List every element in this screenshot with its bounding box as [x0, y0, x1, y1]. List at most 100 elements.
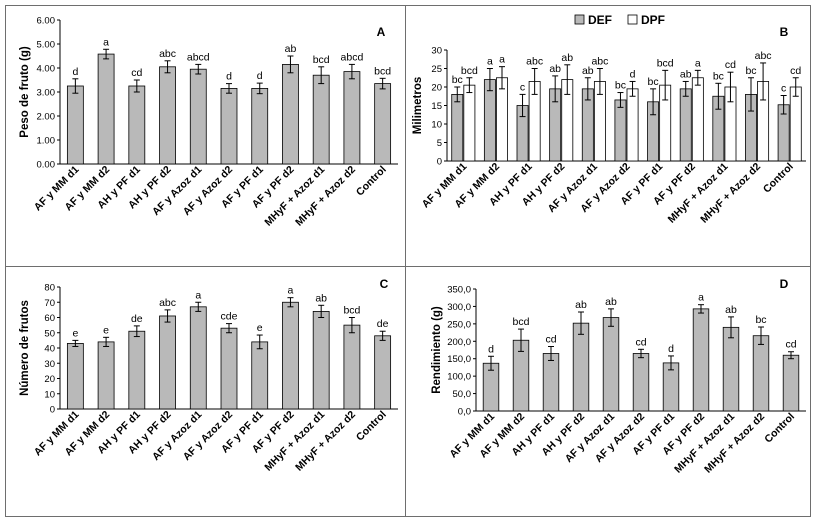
y-tick-label: 5	[437, 138, 442, 149]
significance-letter: e	[72, 327, 78, 339]
bar	[159, 315, 176, 410]
significance-letter: abc	[159, 297, 176, 309]
significance-letter: abc	[591, 56, 608, 68]
legend-label: DPF	[641, 13, 665, 27]
y-tick-label: 5.00	[37, 40, 56, 51]
y-tick-label: 300,0	[447, 302, 471, 313]
bar	[220, 88, 238, 165]
significance-letter: de	[131, 313, 143, 325]
y-tick-label: 6.00	[37, 16, 56, 27]
category-label: MHyF + Azoz d2	[698, 161, 763, 226]
bar	[251, 341, 269, 410]
bar	[542, 353, 560, 412]
significance-letter: ab	[680, 68, 692, 80]
legend-label: DEF	[588, 13, 612, 27]
y-tick-label: 1.00	[37, 136, 56, 147]
bar	[312, 310, 330, 410]
panel-letter: A	[377, 25, 386, 39]
bar	[626, 88, 639, 162]
significance-letter: cd	[131, 67, 142, 79]
significance-letter: bc	[745, 65, 756, 77]
significance-letter: ab	[315, 292, 327, 304]
significance-letter: d	[226, 71, 232, 83]
significance-letter: a	[499, 54, 505, 66]
y-tick-label: 150,0	[447, 354, 471, 365]
y-tick-label: 25	[431, 64, 442, 75]
bar	[220, 327, 238, 410]
y-tick-label: 0,0	[458, 407, 471, 418]
significance-letter: bc	[755, 314, 766, 326]
bar	[374, 335, 392, 410]
bar	[602, 317, 620, 412]
significance-letter: abcd	[341, 51, 364, 63]
significance-letter: ab	[549, 63, 561, 75]
bar	[66, 85, 84, 165]
bar	[97, 53, 115, 165]
significance-letter: ab	[285, 43, 297, 55]
significance-letter: abc	[526, 56, 543, 68]
y-tick-label: 20	[44, 374, 55, 385]
significance-letter: d	[72, 66, 78, 78]
panel-letter: D	[780, 277, 789, 291]
significance-letter: a	[695, 57, 701, 69]
significance-letter: cd	[785, 339, 796, 351]
bar	[128, 85, 146, 165]
y-tick-label: 10	[431, 120, 442, 131]
significance-letter: a	[698, 292, 704, 304]
bar	[343, 324, 361, 410]
bar	[189, 68, 207, 165]
significance-letter: bcd	[343, 305, 360, 317]
bar	[614, 99, 627, 162]
significance-letter: cd	[635, 336, 646, 348]
significance-letter: cd	[725, 59, 736, 71]
y-tick-label: 70	[44, 298, 55, 309]
significance-letter: e	[103, 324, 109, 336]
panel-A: 0.00 1.00 2.00 3.00 4.00 5.00 6.00 Peso de frut…	[5, 5, 406, 267]
legend-swatch	[627, 14, 638, 25]
bar	[782, 354, 800, 412]
y-tick-label: 30	[44, 359, 55, 370]
y-tick-label: 100,0	[447, 372, 471, 383]
significance-letter: c	[520, 81, 525, 93]
significance-letter: ab	[561, 52, 573, 64]
y-tick-label: 0	[50, 405, 55, 416]
bar	[282, 301, 299, 410]
significance-letter: d	[488, 343, 494, 355]
y-tick-label: 80	[44, 283, 55, 294]
significance-letter: a	[487, 56, 493, 68]
y-tick-label: 10	[44, 389, 55, 400]
y-tick-label: 0.00	[37, 160, 56, 171]
significance-letter: bcd	[313, 54, 330, 66]
significance-letter: abc	[159, 48, 176, 60]
significance-letter: bcd	[461, 65, 478, 77]
bar	[251, 88, 269, 165]
significance-letter: d	[668, 343, 674, 355]
bar	[632, 353, 650, 412]
significance-letter: cd	[545, 334, 556, 346]
y-axis-label: Milimetros	[412, 77, 424, 135]
significance-letter: cd	[790, 65, 801, 77]
significance-letter: bc	[713, 70, 724, 82]
y-tick-label: 50,0	[453, 389, 472, 400]
y-axis-label: Rendimiento (g)	[431, 306, 443, 394]
bar	[159, 66, 176, 165]
significance-letter: a	[288, 285, 294, 297]
bar	[679, 88, 692, 162]
bar	[463, 84, 476, 162]
bar	[451, 94, 464, 162]
bar	[189, 306, 207, 410]
y-tick-label: 2.00	[37, 112, 56, 123]
significance-letter: bcd	[657, 57, 674, 69]
significance-letter: e	[257, 322, 263, 334]
y-tick-label: 250,0	[447, 319, 471, 330]
significance-letter: ab	[582, 65, 594, 77]
y-tick-label: 50	[44, 328, 55, 339]
y-tick-label: 3.00	[37, 88, 56, 99]
bar	[312, 74, 330, 165]
y-tick-label: 350,0	[447, 285, 471, 296]
bar	[496, 77, 508, 162]
significance-letter: bc	[648, 76, 659, 88]
category-label: Control	[354, 164, 389, 199]
category-label: Control	[762, 411, 797, 446]
